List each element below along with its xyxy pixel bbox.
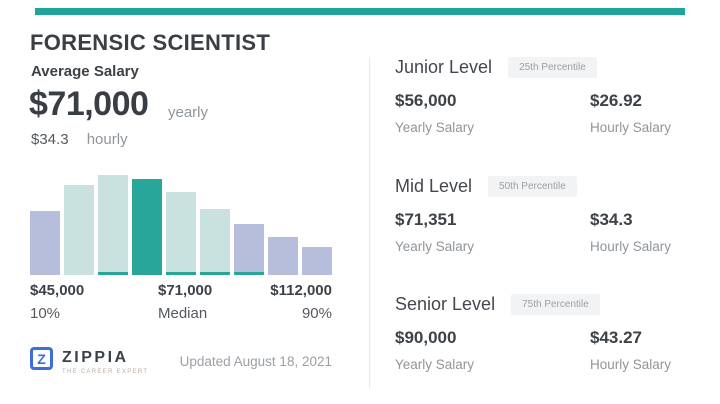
histogram-bar <box>64 185 94 275</box>
yearly-salary-cell: $71,351 Yearly Salary <box>395 210 590 254</box>
level-title: Senior Level <box>395 294 496 314</box>
tick-value: $112,000 <box>270 282 332 299</box>
bar-base-strip <box>234 272 264 275</box>
hourly-salary-cell: $26.92 Hourly Salary <box>590 91 703 135</box>
tick-sublabel: Median <box>158 305 208 322</box>
histogram-bar <box>132 179 162 275</box>
mid-level-block: Mid Level 50th Percentile $71,351 Yearly… <box>395 176 703 254</box>
tick-value: $71,000 <box>158 282 213 299</box>
histogram-bar <box>98 175 128 275</box>
histogram-bar <box>166 192 196 275</box>
page-title: FORENSIC SCIENTIST <box>30 30 271 55</box>
level-values: $56,000 Yearly Salary $26.92 Hourly Sala… <box>395 91 703 135</box>
yearly-salary-cell: $56,000 Yearly Salary <box>395 91 590 135</box>
yearly-unit-label: yearly <box>168 104 209 121</box>
hourly-salary-label: Hourly Salary <box>590 120 672 135</box>
level-values: $71,351 Yearly Salary $34.3 Hourly Salar… <box>395 210 703 254</box>
x-tick-90th-percentile: $112,000 90% <box>270 282 332 322</box>
histogram-bar <box>268 237 298 275</box>
tick-value: $45,000 <box>30 282 85 299</box>
yearly-salary-value: $90,000 <box>395 328 457 347</box>
tick-sublabel: 10% <box>30 305 61 322</box>
average-yearly-salary-value: $71,000 <box>29 85 149 123</box>
yearly-salary-label: Yearly Salary <box>395 357 475 372</box>
zippia-logo-icon: Z <box>30 347 53 370</box>
salary-histogram <box>30 175 332 275</box>
hourly-salary-cell: $43.27 Hourly Salary <box>590 328 703 372</box>
hourly-salary-label: Hourly Salary <box>590 239 672 254</box>
histogram-bar <box>30 211 60 275</box>
tick-sublabel: 90% <box>301 305 332 322</box>
average-salary-label: Average Salary <box>31 63 139 80</box>
vertical-divider <box>369 57 370 388</box>
brand-text: ZIPPIA THE CAREER EXPERT <box>62 347 149 376</box>
zippia-brand: Z ZIPPIA THE CAREER EXPERT <box>30 347 148 375</box>
hourly-unit-label: hourly <box>86 131 128 148</box>
level-header: Mid Level 50th Percentile <box>395 176 703 197</box>
level-header: Senior Level 75th Percentile <box>395 294 703 315</box>
level-values: $90,000 Yearly Salary $43.27 Hourly Sala… <box>395 328 703 372</box>
hourly-salary-value: $26.92 <box>590 91 642 110</box>
yearly-salary-value: $71,351 <box>395 210 457 229</box>
yearly-salary-label: Yearly Salary <box>395 239 475 254</box>
hourly-salary-label: Hourly Salary <box>590 357 672 372</box>
senior-level-block: Senior Level 75th Percentile $90,000 Yea… <box>395 294 703 372</box>
percentile-badge: 50th Percentile <box>488 176 577 197</box>
junior-level-block: Junior Level 25th Percentile $56,000 Yea… <box>395 57 703 135</box>
histogram-bar <box>234 224 264 275</box>
histogram-bar <box>200 209 230 275</box>
histogram-bar <box>302 247 332 275</box>
bar-base-strip <box>200 272 230 275</box>
level-title: Junior Level <box>395 57 493 77</box>
updated-date-label: Updated August 18, 2021 <box>179 354 332 369</box>
accent-bar <box>35 8 685 15</box>
average-hourly-salary-value: $34.3 <box>31 131 69 148</box>
level-title: Mid Level <box>395 176 473 196</box>
percentile-badge: 25th Percentile <box>508 57 597 78</box>
hourly-salary-row: $34.3 hourly <box>31 131 128 148</box>
bar-base-strip <box>98 272 128 275</box>
yearly-salary-cell: $90,000 Yearly Salary <box>395 328 590 372</box>
level-header: Junior Level 25th Percentile <box>395 57 703 78</box>
hourly-salary-cell: $34.3 Hourly Salary <box>590 210 703 254</box>
yearly-salary-value: $56,000 <box>395 91 457 110</box>
hourly-salary-value: $43.27 <box>590 328 642 347</box>
brand-tagline: THE CAREER EXPERT <box>62 369 149 375</box>
brand-name: ZIPPIA <box>62 349 129 366</box>
percentile-badge: 75th Percentile <box>511 294 600 315</box>
x-tick-median: $71,000 Median <box>158 282 212 322</box>
bar-base-strip <box>166 272 196 275</box>
hourly-salary-value: $34.3 <box>590 210 633 229</box>
yearly-salary-label: Yearly Salary <box>395 120 475 135</box>
x-tick-10th-percentile: $45,000 10% <box>30 282 84 322</box>
